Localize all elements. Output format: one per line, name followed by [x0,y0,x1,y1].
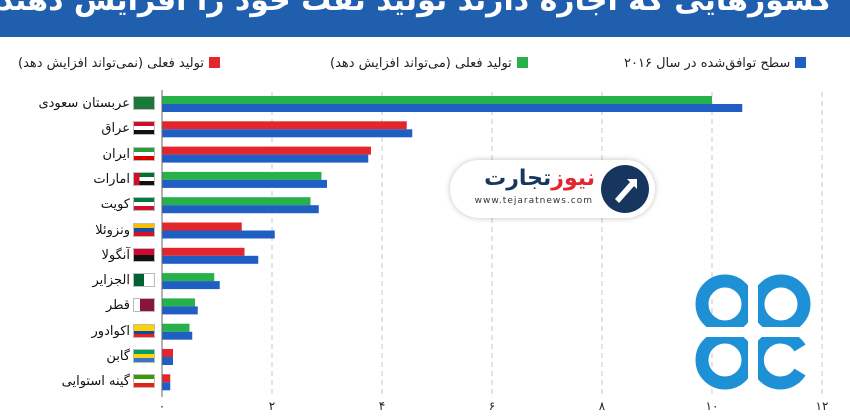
tejarat-news-logo-icon [601,165,649,213]
bar-agreed-12 [162,382,171,391]
x-tick-label: ۲ [268,399,276,413]
ecuador-flag-icon [133,323,155,338]
qatar-flag-icon [133,298,155,313]
bar-current-5 [162,197,311,206]
bar-agreed-4 [162,179,327,188]
legend: سطح توافق‌شده در سال ۲۰۱۶ تولید فعلی (می… [12,56,838,76]
category-label-6: ونزوئلا [95,222,130,238]
bar-current-7 [162,247,245,256]
venezuela-flag-icon [133,222,155,237]
watermark-logo: نیوزتجارت www.tejaratnews.com [450,160,655,218]
category-label-7: آنگولا [101,247,130,263]
bar-agreed-7 [162,255,259,264]
kuwait-flag-icon [133,197,155,212]
equatorial-guinea-flag-icon [133,374,155,389]
saudi-flag-icon [133,96,155,110]
bar-current-9 [162,298,195,307]
legend-item-agreed: سطح توافق‌شده در سال ۲۰۱۶ [624,56,807,71]
x-tick-label: ۸ [598,399,606,413]
bar-agreed-11 [162,357,173,365]
bar-current-1 [162,96,712,104]
bar-agreed-9 [162,306,198,315]
bar-current-8 [162,273,215,282]
bar-current-2 [162,121,407,130]
legend-item-cannot-increase: تولید فعلی (نمی‌تواند افزایش دهد) [18,56,220,71]
uae-flag-icon [133,171,155,186]
bar-current-10 [162,323,190,332]
category-label-8: الجزایر [92,273,130,289]
bar-agreed-3 [162,154,369,163]
x-tick-label: ۴ [378,399,386,413]
bar-agreed-1 [162,104,743,112]
bar-current-11 [162,349,173,357]
x-tick-label: ۱۲ [815,399,829,413]
bar-agreed-6 [162,230,275,239]
bar-current-4 [162,171,322,180]
category-label-10: اکوادور [91,323,130,339]
category-label-11: گابن [106,349,130,364]
watermark-name: نیوزتجارت [484,166,595,191]
category-label-12: گینه استوایی [61,374,130,390]
category-label-5: کویت [100,197,130,213]
angola-flag-icon [133,247,155,262]
green-square-icon [516,57,528,68]
opec-logo-icon [692,272,814,392]
legend-item-can-increase: تولید فعلی (می‌تواند افزایش دهد) [330,56,528,71]
bar-current-12 [162,374,171,383]
iran-flag-icon [133,146,155,161]
page-title: کشورهایی که اجازه دارند تولید نفت خود را… [0,0,832,18]
category-label-3: ایران [102,146,130,162]
watermark-name-part2: نیوز [551,166,595,191]
iraq-flag-icon [133,121,155,136]
bar-agreed-2 [162,129,413,138]
bar-current-3 [162,146,371,155]
category-label-9: قطر [105,298,130,314]
category-label-1: عربستان سعودی [38,96,130,111]
algeria-flag-icon [133,273,155,288]
blue-square-icon [795,57,807,68]
x-tick-label: ۶ [488,399,496,413]
gabon-flag-icon [133,349,155,363]
red-square-icon [208,57,220,68]
bar-agreed-5 [162,205,319,214]
bar-agreed-10 [162,331,193,340]
watermark-url: www.tejaratnews.com [474,196,593,206]
category-label-2: عراق [101,121,130,137]
title-band: کشورهایی که اجازه دارند تولید نفت خود را… [0,0,850,37]
bar-agreed-8 [162,281,220,290]
watermark-name-part1: تجارت [484,166,552,191]
legend-label-cannot-increase: تولید فعلی (نمی‌تواند افزایش دهد) [18,56,204,71]
legend-label-agreed: سطح توافق‌شده در سال ۲۰۱۶ [624,56,791,71]
x-tick-label: ۰ [158,399,166,413]
bar-current-6 [162,222,242,231]
category-label-4: امارات [93,171,130,187]
legend-label-can-increase: تولید فعلی (می‌تواند افزایش دهد) [330,56,512,71]
x-tick-label: ۱۰ [705,399,719,413]
